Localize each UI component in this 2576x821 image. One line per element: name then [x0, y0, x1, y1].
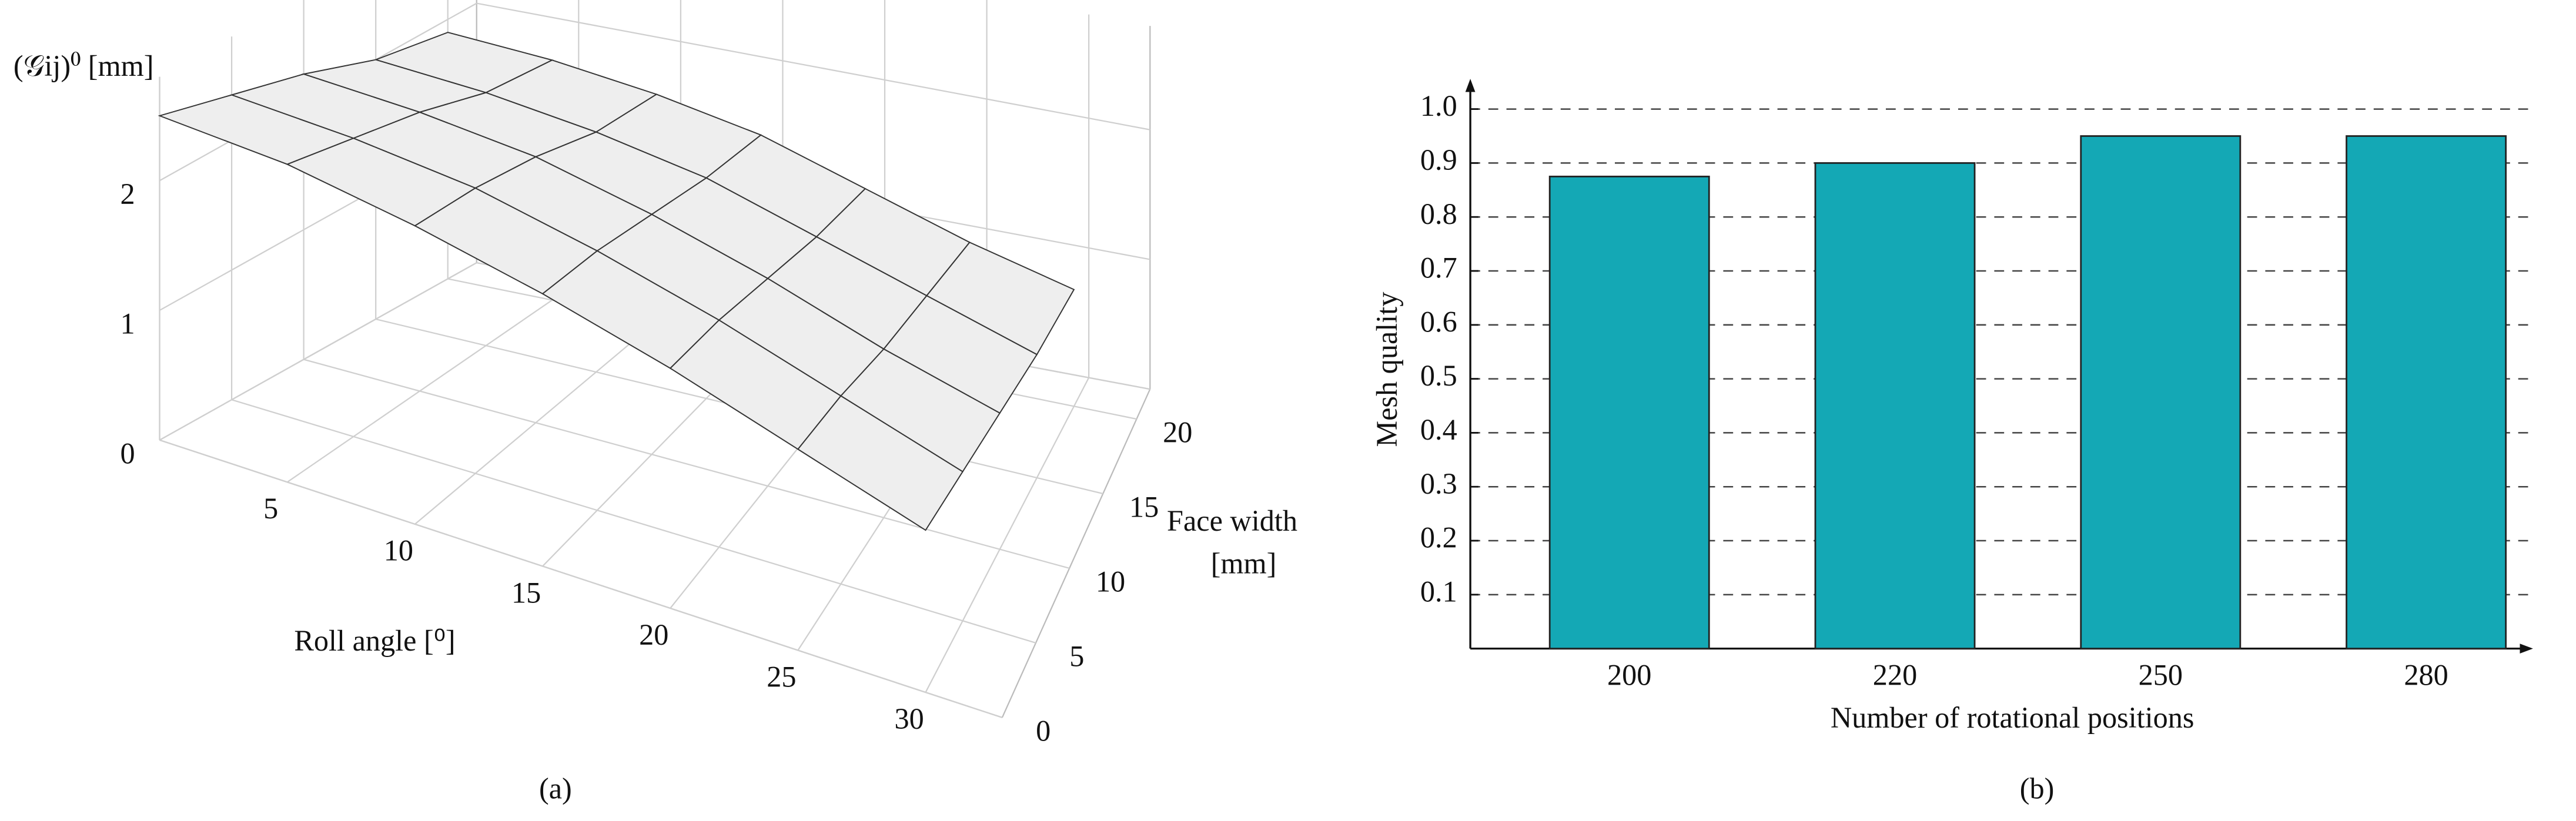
y-tick-label: 0.9 [1420, 143, 1457, 176]
grid-line [287, 281, 579, 483]
y-tick-label: 0.2 [1420, 521, 1457, 554]
bar [1814, 162, 1976, 650]
y-tick-label: 5 [1069, 639, 1084, 672]
x-tick-label: 200 [1607, 658, 1651, 691]
bar [1548, 175, 1710, 650]
y-tick-label: 0.7 [1420, 252, 1457, 284]
y-tick-label: 0.4 [1420, 413, 1457, 446]
grid-line [159, 439, 1003, 719]
z-tick-label: 1 [120, 307, 135, 340]
y-axis-label: Mesh quality [1370, 292, 1403, 447]
x-tick-label: 15 [511, 576, 541, 609]
grid-line [159, 262, 477, 441]
z-tick-label: 0 [120, 437, 135, 470]
x-tick-label: 30 [894, 702, 924, 735]
y-tick-label: 0 [1036, 714, 1051, 747]
grid-line [231, 399, 1036, 644]
caption: (b) [2020, 772, 2055, 805]
x-tick-label: 10 [384, 534, 413, 567]
x-axis-arrow [2520, 644, 2533, 654]
bar [2080, 135, 2242, 650]
y-tick-label: 10 [1096, 565, 1125, 598]
x-tick-label: 20 [639, 618, 668, 651]
grid-line [925, 377, 1090, 693]
y-axis-arrow [1465, 79, 1476, 92]
x-tick-label: 25 [767, 660, 796, 693]
z-axis-label: (𝒢ij)⁰ [mm] [14, 49, 154, 82]
y-tick-label: 0.8 [1420, 197, 1457, 230]
y-axis-label: [mm] [1211, 547, 1277, 579]
grid-line [303, 358, 1070, 569]
x-tick-label: 220 [1873, 658, 1917, 691]
surface-cell [797, 395, 964, 531]
grid-line [476, 2, 1150, 130]
y-tick-label: 1.0 [1420, 89, 1457, 122]
pane-edge [1001, 388, 1151, 718]
y-tick-label: 20 [1163, 415, 1192, 448]
z-tick-label: 2 [120, 177, 135, 210]
y-tick-label: 0.6 [1420, 305, 1457, 338]
caption: (a) [539, 772, 572, 805]
x-tick-label: 250 [2139, 658, 2183, 691]
bar [2346, 135, 2507, 650]
x-tick-label: 280 [2404, 658, 2448, 691]
x-axis-label: Number of rotational positions [1831, 701, 2194, 734]
y-tick-label: 0.5 [1420, 359, 1457, 392]
y-tick-label: 15 [1129, 490, 1159, 523]
y-tick-label: 0.3 [1420, 467, 1457, 500]
x-axis-label: Roll angle [⁰] [294, 624, 455, 657]
y-axis-label: Face width [1167, 504, 1297, 537]
x-tick-label: 5 [263, 492, 278, 525]
y-tick-label: 0.1 [1420, 575, 1457, 608]
